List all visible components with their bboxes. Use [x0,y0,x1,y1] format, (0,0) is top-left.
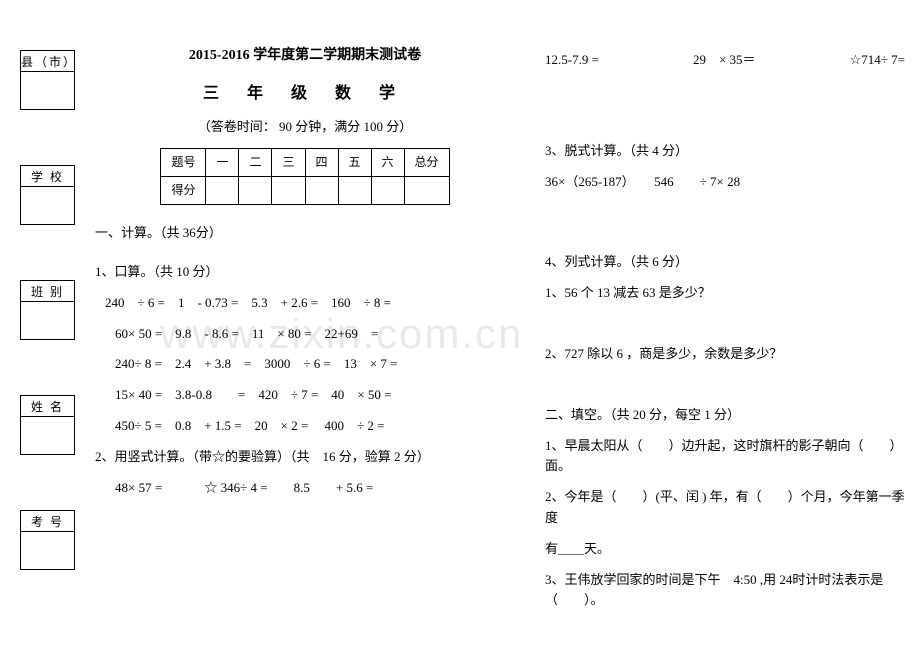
score-value-row: 得分 [161,176,449,204]
score-table: 题号 一 二 三 四 五 六 总分 得分 [160,148,449,205]
side-empty [20,532,75,570]
side-empty [20,302,75,340]
th: 六 [371,148,404,176]
side-box-name: 姓 名 [20,395,75,455]
td [206,176,239,204]
fill-2b: 有＿＿天。 [545,539,905,560]
fill-1: 1、早晨太阳从（ ）边升起，这时旗杆的影子朝向（ ）面。 [545,436,905,478]
calc-row: 15× 40 = 3.8-0.8 = 420 ÷ 7 = 40 × 50 = [115,385,515,406]
side-box-examid: 考 号 [20,510,75,570]
th: 题号 [161,148,206,176]
td [239,176,272,204]
q3-row: 36×（265-187） 546 ÷ 7× 28 [545,172,905,193]
expr: ☆714÷ 7= [850,50,905,71]
td [272,176,305,204]
calc-row: 60× 50 = 9.8 - 8.6 = 11 × 80 = 22+69 = [115,324,515,345]
th: 三 [272,148,305,176]
side-label: 县（市） [20,50,75,72]
calc-row: 450÷ 5 = 0.8 + 1.5 = 20 × 2 = 400 ÷ 2 = [115,416,515,437]
td [371,176,404,204]
th: 一 [206,148,239,176]
exam-title: 2015-2016 学年度第二学期期末测试卷 [95,45,515,67]
section-2: 二、填空。（共 20 分，每空 1 分） [545,405,905,426]
q1-title: 1、口算。（共 10 分） [95,262,515,283]
top-row: 12.5-7.9 = 29 × 35＝ ☆714÷ 7= [545,50,905,71]
sidebar: 县（市） 学 校 班 别 姓 名 考 号 [20,50,75,625]
th: 四 [305,148,338,176]
q2-row: 48× 57 = ☆ 346÷ 4 = 8.5 + 5.6 = [115,478,515,499]
side-label: 姓 名 [20,395,75,417]
fill-3: 3、王伟放学回家的时间是下午 4:50 ,用 24时计时法表示是（ ）。 [545,570,905,612]
fill-2: 2、今年是（ ）(平、闰 ) 年，有（ ）个月，今年第一季度 [545,487,905,529]
section-1: 一、计算。（共 36分） [95,223,515,244]
td [404,176,449,204]
q4b: 2、727 除以 6 ，商是多少，余数是多少？ [545,344,905,365]
td [338,176,371,204]
q2-title: 2、用竖式计算。（带☆的要验算）（共 16 分，验算 2 分） [95,447,515,468]
side-label: 班 别 [20,280,75,302]
side-box-county: 县（市） [20,50,75,110]
calc-row: 240÷ 8 = 2.4 + 3.8 = 3000 ÷ 6 = 13 × 7 = [115,354,515,375]
side-label: 学 校 [20,165,75,187]
side-empty [20,187,75,225]
th: 总分 [404,148,449,176]
column-left: 2015-2016 学年度第二学期期末测试卷 三 年 级 数 学 （答卷时间： … [95,45,515,508]
exam-subtitle: 三 年 级 数 学 [95,81,515,107]
td [305,176,338,204]
expr: 29 × 35＝ [693,50,756,71]
q4-title: 4、列式计算。（共 6 分） [545,252,905,273]
column-right: 12.5-7.9 = 29 × 35＝ ☆714÷ 7= 3、脱式计算。（共 4… [545,50,905,621]
side-empty [20,72,75,110]
th: 五 [338,148,371,176]
expr: 12.5-7.9 = [545,50,599,71]
side-empty [20,417,75,455]
td-label: 得分 [161,176,206,204]
q3-title: 3、脱式计算。（共 4 分） [545,141,905,162]
calc-row: 240 ÷ 6 = 1 - 0.73 = 5.3 + 2.6 = 160 ÷ 8… [105,293,515,314]
exam-meta: （答卷时间： 90 分钟，满分 100 分） [95,117,515,138]
side-label: 考 号 [20,510,75,532]
side-box-class: 班 别 [20,280,75,340]
q4a: 1、56 个 13 减去 63 是多少？ [545,283,905,304]
score-header-row: 题号 一 二 三 四 五 六 总分 [161,148,449,176]
th: 二 [239,148,272,176]
side-box-school: 学 校 [20,165,75,225]
